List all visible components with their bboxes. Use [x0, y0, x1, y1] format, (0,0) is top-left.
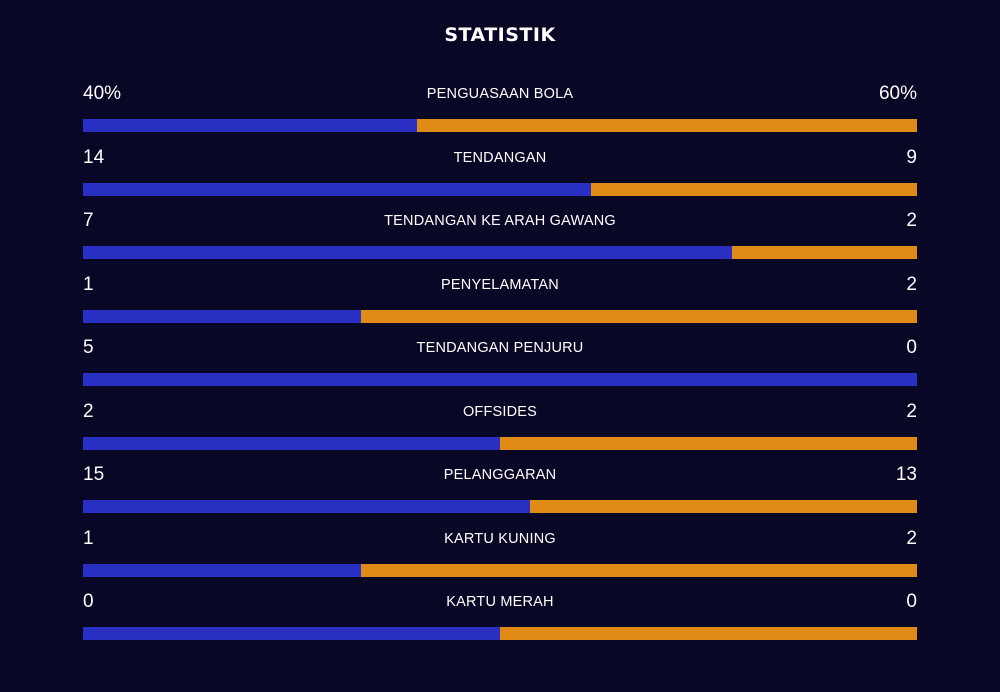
stat-label: TENDANGAN KE ARAH GAWANG	[384, 213, 616, 229]
stat-row-fouls: 15 PELANGGARAN 13	[83, 459, 917, 523]
stat-label: KARTU KUNING	[444, 530, 556, 547]
stat-row-header: 7 TENDANGAN KE ARAH GAWANG 2	[83, 205, 917, 245]
away-bar-segment	[360, 309, 917, 323]
stat-row-header: 15 PELANGGARAN 13	[83, 459, 917, 499]
home-bar-segment	[83, 182, 591, 196]
home-value: 1	[83, 527, 94, 549]
stat-row-yellow-cards: 1 KARTU KUNING 2	[83, 523, 917, 587]
home-bar-segment	[83, 563, 361, 577]
stat-row-shots-on-target: 7 TENDANGAN KE ARAH GAWANG 2	[83, 205, 917, 269]
stat-row-header: 40% PENGUASAAN BOLA 60%	[83, 78, 917, 118]
stat-label: KARTU MERAH	[446, 594, 554, 610]
home-value: 5	[83, 337, 94, 358]
home-value: 7	[83, 210, 94, 231]
away-bar-segment	[416, 119, 917, 132]
stat-row-header: 5 TENDANGAN PENJURU 0	[83, 332, 917, 372]
comparison-bar	[83, 436, 917, 450]
away-bar-segment	[590, 182, 917, 196]
comparison-bar	[83, 182, 917, 196]
away-bar-segment	[529, 500, 917, 513]
home-value: 2	[83, 400, 94, 422]
stat-row-header: 1 KARTU KUNING 2	[83, 523, 917, 563]
comparison-bar	[83, 563, 917, 577]
away-value: 2	[906, 400, 917, 422]
away-bar-segment	[500, 627, 917, 640]
home-value: 14	[83, 146, 105, 168]
stat-row-header: 0 KARTU MERAH 0	[83, 586, 917, 626]
comparison-bar	[83, 309, 917, 323]
home-value: 0	[83, 591, 94, 612]
stats-title: STATISTIK	[444, 24, 556, 46]
stats-list: 40% PENGUASAAN BOLA 60% 14 TENDANGAN 9 7…	[83, 78, 917, 650]
away-value: 2	[906, 273, 917, 295]
away-value: 9	[906, 146, 917, 168]
home-bar-segment	[83, 500, 530, 513]
stat-label: PENGUASAAN BOLA	[426, 86, 574, 102]
stat-row-corners: 5 TENDANGAN PENJURU 0	[83, 332, 917, 396]
stat-row-ball-possession: 40% PENGUASAAN BOLA 60%	[83, 78, 917, 142]
stat-row-shots: 14 TENDANGAN 9	[83, 142, 917, 206]
home-value: 15	[83, 464, 105, 485]
stat-label: TENDANGAN PENJURU	[416, 340, 584, 356]
home-bar-segment	[83, 119, 417, 132]
away-value: 0	[906, 337, 917, 358]
stat-row-header: 1 PENYELAMATAN 2	[83, 269, 917, 309]
stat-row-header: 2 OFFSIDES 2	[83, 396, 917, 436]
stat-label: OFFSIDES	[462, 403, 538, 420]
stat-row-header: 14 TENDANGAN 9	[83, 142, 917, 182]
away-value: 60%	[878, 83, 917, 104]
home-bar-segment	[83, 309, 361, 323]
comparison-bar	[83, 627, 917, 640]
away-bar-segment	[500, 436, 917, 450]
comparison-bar	[83, 119, 917, 132]
home-bar-segment	[83, 436, 500, 450]
comparison-bar	[83, 373, 917, 386]
stat-row-saves: 1 PENYELAMATAN 2	[83, 269, 917, 333]
away-value: 2	[906, 527, 917, 549]
comparison-bar	[83, 500, 917, 513]
away-bar-segment	[360, 563, 917, 577]
stat-label: PENYELAMATAN	[441, 276, 559, 293]
home-value: 40%	[83, 83, 122, 104]
home-bar-segment	[83, 373, 917, 386]
stat-label: PELANGGARAN	[443, 467, 557, 483]
away-value: 0	[906, 591, 917, 612]
home-bar-segment	[83, 627, 500, 640]
stat-label: TENDANGAN	[453, 149, 547, 166]
home-value: 1	[83, 273, 94, 295]
stat-row-offsides: 2 OFFSIDES 2	[83, 396, 917, 460]
away-bar-segment	[731, 246, 917, 259]
stat-row-red-cards: 0 KARTU MERAH 0	[83, 586, 917, 650]
away-value: 2	[906, 210, 917, 231]
away-value: 13	[895, 464, 917, 485]
home-bar-segment	[83, 246, 732, 259]
comparison-bar	[83, 246, 917, 259]
